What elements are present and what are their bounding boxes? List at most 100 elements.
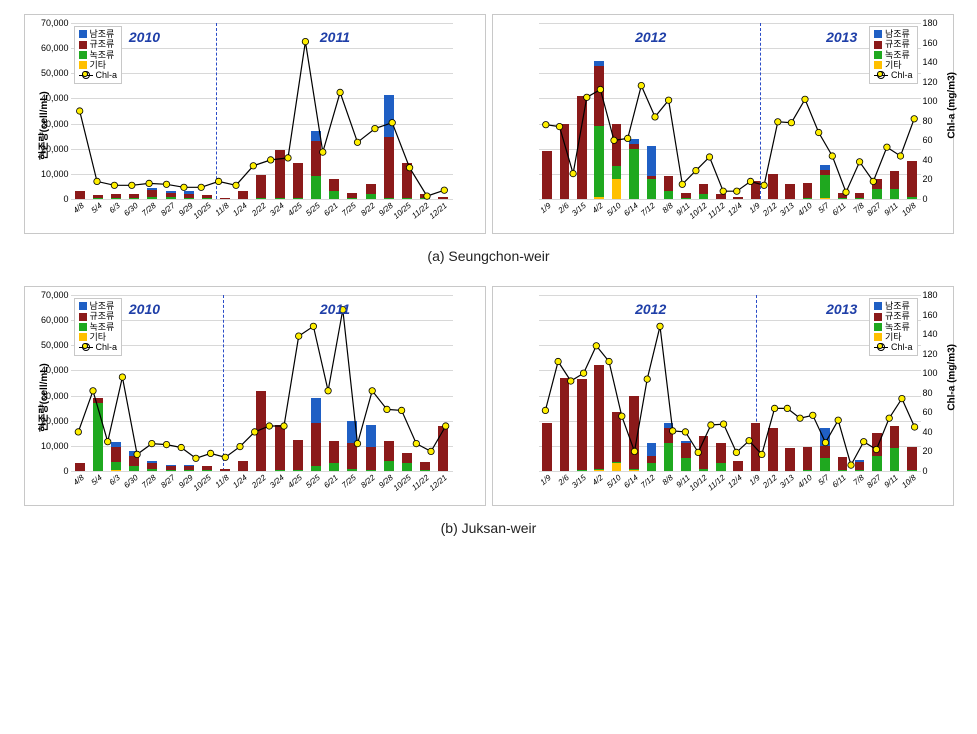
legend-item-chla: Chl-a — [874, 70, 913, 80]
y-axis-label-right: Chl-a (mg/m3) — [947, 72, 958, 139]
xtick: 11/12 — [706, 201, 727, 220]
xtick: 8/22 — [359, 201, 377, 218]
xtick: 4/8 — [71, 473, 85, 487]
xtick: 11/22 — [410, 201, 431, 220]
xtick: 7/28 — [140, 473, 158, 490]
year-label: 2011 — [320, 301, 350, 317]
legend-item: 남조류 — [874, 29, 913, 39]
xtick: 6/21 — [322, 201, 340, 218]
xtick: 11/12 — [706, 473, 727, 492]
ytick-left: 70,000 — [41, 290, 69, 300]
legend-item: 남조류 — [79, 29, 118, 39]
xtick: 2/22 — [250, 473, 268, 490]
chart-row: 010,00020,00030,00040,00050,00060,00070,… — [6, 14, 971, 234]
xtick: 3/24 — [268, 201, 286, 218]
ytick-right: 60 — [923, 135, 933, 145]
chart-panel: 010,00020,00030,00040,00050,00060,00070,… — [24, 286, 486, 506]
xtick: 12/4 — [726, 473, 744, 490]
xtick: 7/25 — [341, 473, 359, 490]
ytick-right: 40 — [923, 427, 933, 437]
xtick: 8/8 — [660, 473, 674, 487]
xtick: 5/25 — [304, 473, 322, 490]
xtick: 2/22 — [250, 201, 268, 218]
ytick-right: 180 — [923, 290, 938, 300]
ytick-right: 80 — [923, 116, 933, 126]
xtick: 1/9 — [539, 201, 553, 215]
legend-item: 남조류 — [79, 301, 118, 311]
ytick-left: 0 — [63, 466, 68, 476]
xtick: 6/14 — [622, 473, 640, 490]
xtick: 9/11 — [883, 473, 900, 490]
legend-item: 녹조류 — [874, 50, 913, 60]
legend-item-chla: Chl-a — [874, 342, 913, 352]
xtick: 11/22 — [410, 473, 431, 492]
xtick: 5/7 — [816, 473, 830, 487]
xtick: 6/3 — [107, 473, 121, 487]
chart-set: 010,00020,00030,00040,00050,00060,00070,… — [6, 286, 971, 536]
xtick: 4/25 — [286, 201, 304, 218]
xtick: 6/14 — [622, 201, 640, 218]
ytick-right: 60 — [923, 407, 933, 417]
xtick: 4/25 — [286, 473, 304, 490]
xtick: 5/4 — [89, 473, 103, 487]
ytick-right: 160 — [923, 310, 938, 320]
ytick-right: 160 — [923, 38, 938, 48]
legend: 남조류규조류녹조류기타Chl-a — [869, 298, 918, 356]
legend-item: 기타 — [874, 332, 913, 342]
xtick: 10/8 — [900, 473, 918, 490]
xtick: 4/10 — [796, 201, 814, 218]
year-label: 2013 — [826, 29, 857, 45]
xtick: 9/29 — [177, 473, 195, 490]
xtick: 8/8 — [660, 201, 674, 215]
xtick: 10/25 — [192, 201, 213, 221]
legend: 남조류규조류녹조류기타Chl-a — [74, 26, 123, 84]
xtick: 4/2 — [591, 201, 605, 215]
legend-item: 남조류 — [874, 301, 913, 311]
ytick-right: 180 — [923, 18, 938, 28]
xtick: 2/12 — [761, 201, 779, 218]
xtick: 8/27 — [159, 201, 177, 218]
xtick: 9/11 — [883, 201, 900, 218]
xtick: 8/27 — [865, 201, 883, 218]
chla-line-layer — [71, 23, 453, 199]
xtick: 7/28 — [140, 201, 158, 218]
year-label: 2010 — [129, 29, 160, 45]
ytick-right: 40 — [923, 155, 933, 165]
ytick-left: 70,000 — [41, 18, 69, 28]
xtick: 3/13 — [778, 201, 796, 218]
legend-item: 규조류 — [874, 311, 913, 321]
legend-item: 녹조류 — [79, 50, 118, 60]
year-label: 2010 — [129, 301, 160, 317]
xtick: 11/8 — [214, 201, 231, 218]
chart-panel: 0204060801001201401601801/92/63/154/25/1… — [492, 14, 954, 234]
xtick: 10/12 — [688, 473, 709, 493]
xtick: 6/30 — [122, 201, 140, 218]
chla-line-layer — [539, 295, 921, 471]
xtick: 2/12 — [761, 473, 779, 490]
ytick-left: 50,000 — [41, 340, 69, 350]
xtick: 6/11 — [831, 473, 848, 490]
ytick-left: 10,000 — [41, 169, 69, 179]
chart-panel: 010,00020,00030,00040,00050,00060,00070,… — [24, 14, 486, 234]
xtick: 10/8 — [900, 201, 918, 218]
xtick: 4/8 — [71, 201, 85, 215]
ytick-right: 0 — [923, 194, 928, 204]
xtick: 6/30 — [122, 473, 140, 490]
year-label: 2013 — [826, 301, 857, 317]
year-label: 2012 — [635, 301, 666, 317]
legend-item: 규조류 — [874, 39, 913, 49]
xtick: 3/13 — [778, 473, 796, 490]
xtick: 6/21 — [322, 473, 340, 490]
xtick: 5/10 — [605, 201, 623, 218]
xtick: 10/12 — [688, 201, 709, 221]
ytick-right: 120 — [923, 349, 938, 359]
xtick: 7/12 — [639, 201, 657, 218]
xtick: 10/25 — [192, 473, 213, 493]
ytick-right: 100 — [923, 368, 938, 378]
xtick: 1/9 — [539, 473, 553, 487]
ytick-right: 140 — [923, 329, 938, 339]
legend-item: 기타 — [874, 60, 913, 70]
chart-row: 010,00020,00030,00040,00050,00060,00070,… — [6, 286, 971, 506]
ytick-right: 20 — [923, 446, 933, 456]
xtick: 3/15 — [570, 473, 588, 490]
